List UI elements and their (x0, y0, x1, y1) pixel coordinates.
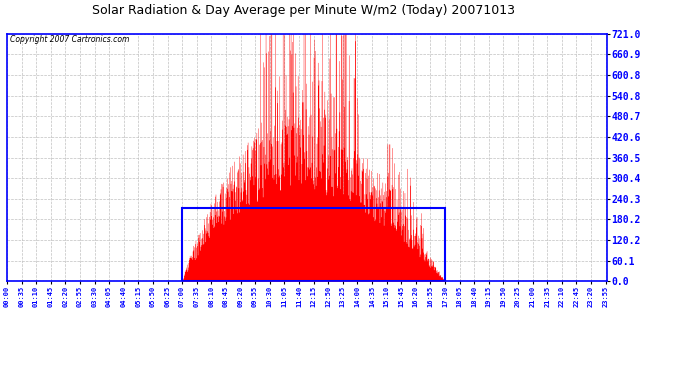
Text: Copyright 2007 Cartronics.com: Copyright 2007 Cartronics.com (10, 35, 129, 44)
Bar (182, 208, 445, 281)
Text: Solar Radiation & Day Average per Minute W/m2 (Today) 20071013: Solar Radiation & Day Average per Minute… (92, 4, 515, 17)
